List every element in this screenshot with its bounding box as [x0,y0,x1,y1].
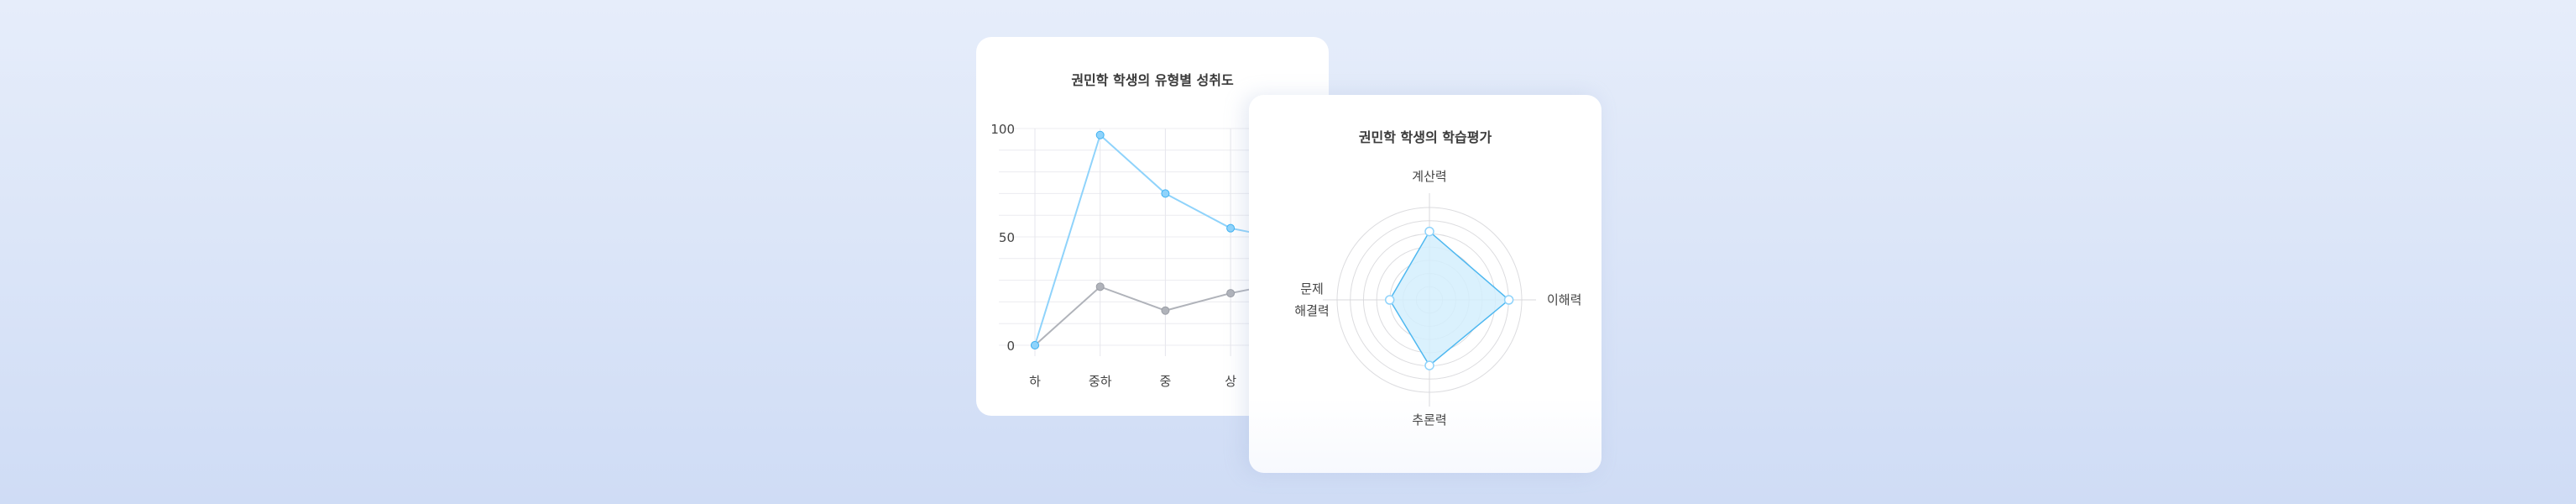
data-point [1095,130,1105,139]
y-tick-label: 0 [1006,339,1015,354]
x-tick-label: 중하 [1089,374,1112,389]
data-point [1161,189,1170,198]
radar-point [1424,360,1434,370]
data-point [1031,341,1039,349]
radar-point [1424,226,1434,237]
y-tick-label: 100 [990,122,1015,137]
radar-point [1503,295,1514,305]
x-tick-label: 중 [1159,374,1171,389]
data-point [1095,282,1105,291]
line-chart-title: 권민학 학생의 유형별 성취도 [1071,72,1234,88]
radar-chart-title: 권민학 학생의 학습평가 [1358,129,1492,145]
y-tick-label: 50 [999,230,1015,245]
radar-point [1384,295,1395,305]
x-tick-label: 상 [1225,374,1236,389]
data-point [1226,223,1236,233]
x-tick-label: 하 [1029,374,1041,389]
radar-axis-label: 이해력 [1547,292,1581,307]
radar-axis-label: 추론력 [1412,412,1446,428]
radar-axis-label: 문제 해결력 [1294,281,1329,318]
data-point [1161,306,1170,315]
data-point [1226,289,1236,298]
radar-axis-label: 계산력 [1412,169,1446,184]
